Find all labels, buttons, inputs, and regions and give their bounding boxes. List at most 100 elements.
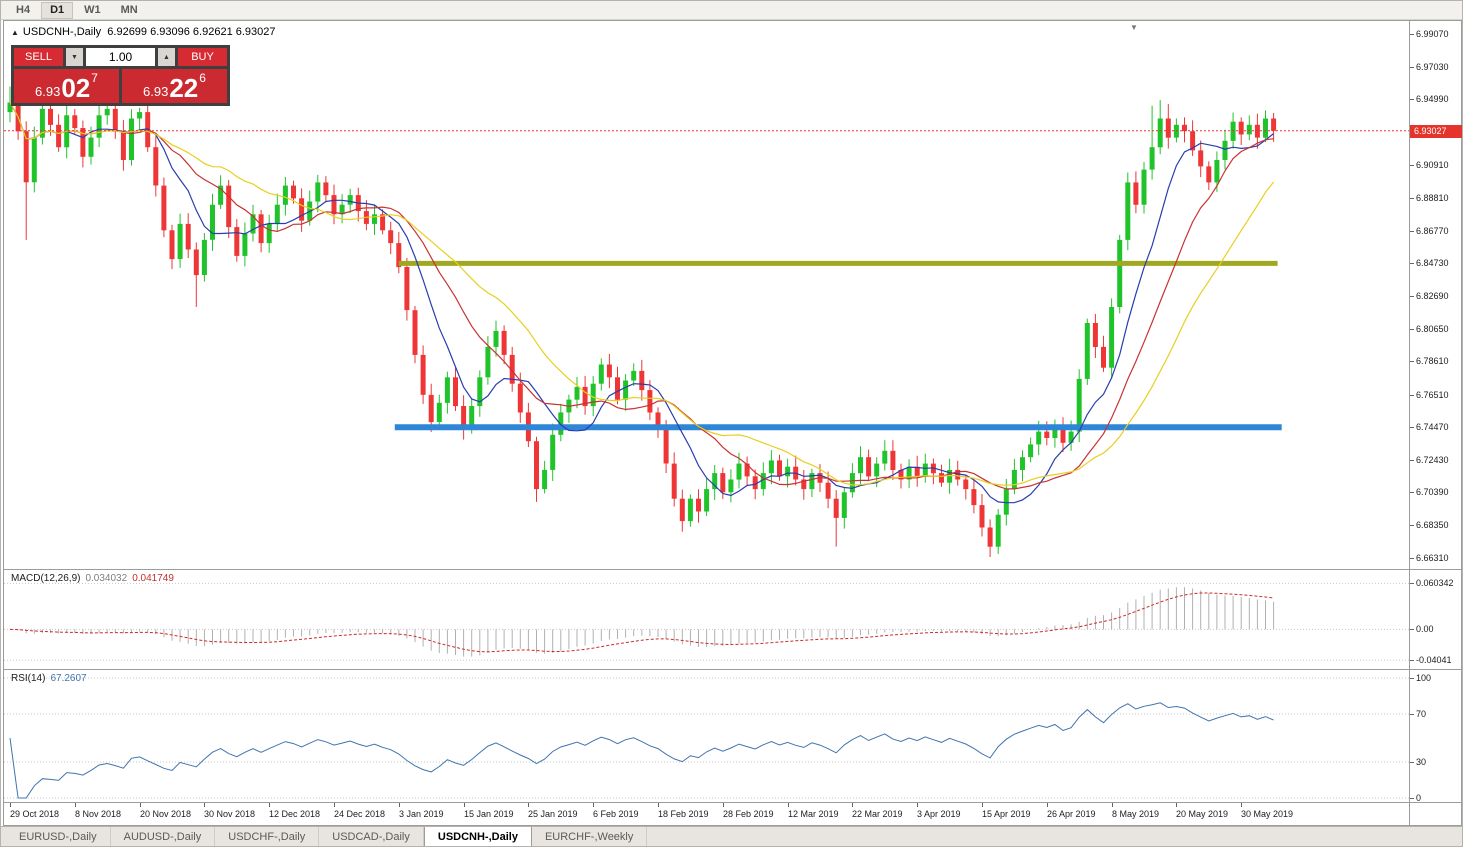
chart-tab-eurchf-weekly[interactable]: EURCHF-,Weekly	[532, 827, 648, 846]
sell-price-big: 02	[61, 73, 91, 104]
date-label: 8 Nov 2018	[75, 809, 122, 819]
date-label: 12 Mar 2019	[788, 809, 839, 819]
volume-decrease-button[interactable]: ▼	[66, 48, 83, 66]
scale-tick-mark	[1410, 678, 1414, 679]
timeframe-button-mn[interactable]: MN	[112, 2, 147, 19]
date-tick-mark	[593, 803, 594, 807]
rsi-value: 67.2607	[50, 673, 87, 684]
date-label: 6 Feb 2019	[593, 809, 639, 819]
one-click-collapse-icon[interactable]: ▲	[11, 28, 19, 37]
scale-tick-mark	[1410, 165, 1414, 166]
sell-price-button[interactable]: 6.93 02 7	[14, 69, 119, 103]
pane-splitter[interactable]	[4, 669, 1461, 670]
timeframe-button-h4[interactable]: H4	[7, 2, 39, 19]
date-tick-mark	[982, 803, 983, 807]
candlestick-chart[interactable]	[4, 21, 1409, 569]
price-axis[interactable]: 6.93027 6.99070 6.97030 6.94990 6.90910 6.88…	[1409, 21, 1462, 825]
scale-tick-mark	[1410, 99, 1414, 100]
price-pane: ▲ USDCNH-,Daily 6.92699 6.93096 6.92621 6…	[4, 21, 1409, 569]
date-label: 30 Nov 2018	[204, 809, 256, 819]
timeframe-button-w1[interactable]: W1	[75, 2, 110, 19]
scale-tick-mark	[1410, 558, 1414, 559]
date-label: 28 Feb 2019	[723, 809, 774, 819]
date-tick-mark	[1112, 803, 1113, 807]
scale-tick-mark	[1410, 660, 1414, 661]
macd-main-value: 0.034032	[85, 573, 128, 584]
chart-tab-usdcnh-daily[interactable]: USDCNH-,Daily	[423, 827, 532, 846]
sell-price-prefix: 6.93	[35, 84, 61, 99]
rsi-pane: RSI(14) 67.2607	[4, 670, 1409, 802]
price-tick-label: 6.86770	[1416, 226, 1449, 236]
rsi-label: RSI(14) 67.2607	[11, 673, 87, 684]
price-tick-label: 6.78610	[1416, 356, 1449, 366]
chart-shift-marker-icon[interactable]: ▼	[1130, 23, 1138, 32]
scale-tick-mark	[1410, 296, 1414, 297]
macd-scale-label: 0.060342	[1416, 578, 1454, 588]
date-tick-mark	[917, 803, 918, 807]
scale-tick-mark	[1410, 492, 1414, 493]
macd-chart[interactable]	[4, 570, 1409, 669]
current-price-tag: 6.93027	[1410, 125, 1462, 138]
rsi-scale-label: 100	[1416, 673, 1432, 683]
pane-splitter[interactable]	[4, 802, 1461, 803]
date-label: 26 Apr 2019	[1047, 809, 1096, 819]
date-tick-mark	[788, 803, 789, 807]
sell-button[interactable]: SELL	[14, 48, 63, 66]
price-tick-label: 6.68350	[1416, 520, 1449, 530]
date-tick-mark	[269, 803, 270, 807]
buy-price-sup: 6	[199, 71, 206, 85]
scale-tick-mark	[1410, 231, 1414, 232]
date-label: 20 May 2019	[1176, 809, 1229, 819]
sell-price-sup: 7	[91, 71, 98, 85]
date-label: 30 May 2019	[1241, 809, 1294, 819]
price-tick-label: 6.97030	[1416, 62, 1449, 72]
chart-tab-eurusd-daily[interactable]: EURUSD-,Daily	[6, 827, 111, 846]
scale-tick-mark	[1410, 34, 1414, 35]
scale-tick-mark	[1410, 525, 1414, 526]
date-tick-mark	[852, 803, 853, 807]
chart-title: ▲ USDCNH-,Daily 6.92699 6.93096 6.92621 6…	[11, 26, 276, 38]
date-tick-mark	[10, 803, 11, 807]
date-label: 3 Jan 2019	[399, 809, 444, 819]
chart-tab-audusd-daily[interactable]: AUDUSD-,Daily	[111, 827, 216, 846]
chart-window: ▲ USDCNH-,Daily 6.92699 6.93096 6.92621 6…	[3, 20, 1462, 826]
scale-tick-mark	[1410, 198, 1414, 199]
rsi-chart[interactable]	[4, 670, 1409, 802]
rsi-scale-label: 30	[1416, 757, 1427, 767]
volume-increase-button[interactable]: ▲	[158, 48, 175, 66]
macd-scale-label: 0.00	[1416, 624, 1434, 634]
time-axis[interactable]: 29 Oct 2018 8 Nov 2018 20 Nov 2018 30 Nov 2…	[4, 803, 1409, 825]
volume-input[interactable]	[86, 48, 155, 66]
scale-tick-mark	[1410, 460, 1414, 461]
date-label: 22 Mar 2019	[852, 809, 903, 819]
scale-tick-mark	[1410, 329, 1414, 330]
buy-button[interactable]: BUY	[178, 48, 227, 66]
pane-splitter[interactable]	[4, 569, 1461, 570]
macd-label: MACD(12,26,9) 0.034032 0.041749	[11, 573, 174, 584]
macd-scale-label: -0.04041	[1416, 655, 1452, 665]
timeframe-button-d1[interactable]: D1	[41, 1, 74, 19]
price-tick-label: 6.76510	[1416, 390, 1449, 400]
date-tick-mark	[464, 803, 465, 807]
chart-tab-usdchf-daily[interactable]: USDCHF-,Daily	[215, 827, 320, 846]
date-tick-mark	[1176, 803, 1177, 807]
buy-price-big: 22	[169, 73, 199, 104]
price-tick-label: 6.84730	[1416, 258, 1449, 268]
date-label: 15 Jan 2019	[464, 809, 514, 819]
date-tick-mark	[75, 803, 76, 807]
date-tick-mark	[140, 803, 141, 807]
chart-tab-bar: EURUSD-,Daily AUDUSD-,Daily USDCHF-,Daily U…	[1, 826, 1462, 846]
macd-pane: MACD(12,26,9) 0.034032 0.041749	[4, 570, 1409, 669]
date-label: 25 Jan 2019	[528, 809, 578, 819]
price-tick-label: 6.74470	[1416, 422, 1449, 432]
buy-price-button[interactable]: 6.93 22 6	[122, 69, 227, 103]
chart-tab-usdcad-daily[interactable]: USDCAD-,Daily	[319, 827, 424, 846]
price-tick-label: 6.72430	[1416, 455, 1449, 465]
date-tick-mark	[204, 803, 205, 807]
timeframe-toolbar: H4 D1 W1 MN	[1, 1, 1462, 20]
date-label: 8 May 2019	[1112, 809, 1160, 819]
date-tick-mark	[334, 803, 335, 807]
chart-ohlc-values: 6.92699 6.93096 6.92621 6.93027	[107, 26, 276, 38]
